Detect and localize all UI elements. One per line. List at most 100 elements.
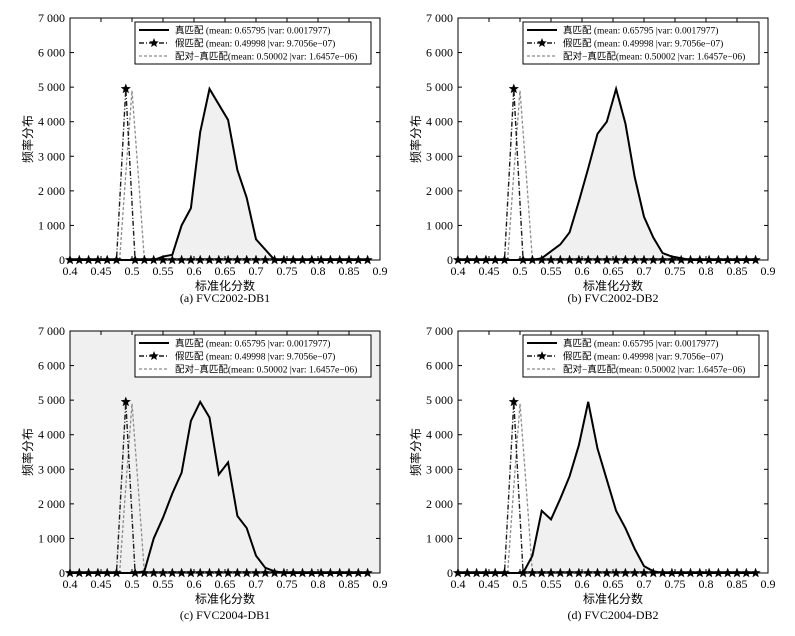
panel-caption: (c) FVC2004-DB1 xyxy=(180,608,270,622)
legend-entry: 假匹配 (mean: 0.49998 |var: 9.7056e−07) xyxy=(175,38,335,50)
legend-star-marker xyxy=(537,351,547,361)
star-marker xyxy=(325,254,336,265)
y-axis-label: 频率分布 xyxy=(408,428,423,476)
x-tick-label: 0.9 xyxy=(373,577,388,591)
y-tick-label: 3 000 xyxy=(426,149,453,163)
y-tick-label: 0 xyxy=(59,566,65,580)
star-marker xyxy=(92,567,104,578)
y-tick-label: 5 000 xyxy=(38,393,65,407)
legend: 真匹配 (mean: 0.65795 |var: 0.0017977)假匹配 (… xyxy=(134,334,372,378)
star-marker xyxy=(111,254,122,265)
y-tick-label: 1 000 xyxy=(426,218,453,232)
legend-entry: 配对−真匹配(mean: 0.50002 |var: 1.6457e−06) xyxy=(175,364,357,376)
legend-entry: 配对−真匹配(mean: 0.50002 |var: 1.6457e−06) xyxy=(563,51,745,63)
y-tick-label: 4 000 xyxy=(38,115,65,129)
star-marker xyxy=(250,254,262,265)
star-marker xyxy=(629,254,640,265)
chart-panel-2: 0.4 0.45 0.5 0.55 0.6 0.65 0.7 0.75 0.8 0.85 0.9 0 1… xyxy=(408,11,776,305)
legend-entry: 假匹配 (mean: 0.49998 |var: 9.7056e−07) xyxy=(175,351,335,363)
x-tick-label: 0.75 xyxy=(665,264,686,278)
star-marker xyxy=(139,254,150,265)
star-marker xyxy=(260,254,271,265)
star-marker xyxy=(343,254,355,265)
y-tick-label: 6 000 xyxy=(426,46,453,60)
x-tick-label: 0.45 xyxy=(91,577,112,591)
y-axis-label: 频率分布 xyxy=(20,115,35,163)
x-axis-label: 标准化分数 xyxy=(195,278,255,293)
star-marker xyxy=(195,567,206,578)
star-marker xyxy=(176,254,187,265)
star-marker xyxy=(536,254,547,265)
star-marker xyxy=(657,254,668,265)
x-tick-label: 0.75 xyxy=(665,577,686,591)
star-marker xyxy=(462,254,473,265)
star-marker xyxy=(297,254,308,265)
y-tick-label: 6 000 xyxy=(38,46,65,60)
x-tick-label: 0.85 xyxy=(339,264,360,278)
star-marker xyxy=(315,567,327,578)
star-marker xyxy=(638,254,650,265)
star-marker xyxy=(64,567,76,578)
star-marker xyxy=(555,567,566,578)
x-tick-label: 0.8 xyxy=(311,577,326,591)
y-tick-label: 3 000 xyxy=(38,149,65,163)
panel-caption: (d) FVC2004-DB2 xyxy=(567,608,658,622)
star-marker xyxy=(297,567,308,578)
star-marker xyxy=(362,254,373,265)
star-marker xyxy=(64,254,76,265)
star-marker xyxy=(167,254,178,265)
x-tick-label: 0.4 xyxy=(451,577,466,591)
x-axis-label: 标准化分数 xyxy=(583,278,643,293)
star-marker xyxy=(564,567,575,578)
star-marker xyxy=(573,254,585,265)
x-tick-label: 0.45 xyxy=(91,264,112,278)
star-marker xyxy=(213,254,224,265)
star-marker xyxy=(731,254,743,265)
x-tick-label: 0.9 xyxy=(761,577,776,591)
star-marker xyxy=(195,254,206,265)
star-marker xyxy=(232,567,243,578)
legend-entry: 假匹配 (mean: 0.49998 |var: 9.7056e−07) xyxy=(563,38,723,50)
legend: 真匹配 (mean: 0.65795 |var: 0.0017977)假匹配 (… xyxy=(134,21,372,65)
star-marker xyxy=(601,254,612,265)
y-tick-label: 7 000 xyxy=(38,11,65,25)
x-tick-label: 0.45 xyxy=(479,577,500,591)
star-marker xyxy=(629,567,640,578)
legend-entry: 配对−真匹配(mean: 0.50002 |var: 1.6457e−06) xyxy=(175,51,357,63)
star-marker xyxy=(241,254,252,265)
y-tick-label: 2 000 xyxy=(426,497,453,511)
star-marker xyxy=(185,567,197,578)
star-marker xyxy=(83,254,94,265)
chart-panel-4: 0.4 0.45 0.5 0.55 0.6 0.65 0.7 0.75 0.8 0.85 0.9 0 1… xyxy=(408,324,776,622)
legend-star-marker xyxy=(149,351,159,361)
star-marker xyxy=(601,567,612,578)
y-tick-label: 4 000 xyxy=(38,428,65,442)
star-marker xyxy=(148,254,159,265)
y-tick-label: 5 000 xyxy=(38,80,65,94)
legend-box xyxy=(134,334,372,378)
x-tick-label: 0.5 xyxy=(125,577,140,591)
x-tick-label: 0.8 xyxy=(699,577,714,591)
star-marker xyxy=(241,567,252,578)
star-marker xyxy=(157,567,169,578)
star-marker xyxy=(610,254,622,265)
star-marker xyxy=(213,567,224,578)
y-tick-label: 1 000 xyxy=(426,531,453,545)
legend: 真匹配 (mean: 0.65795 |var: 0.0017977)假匹配 (… xyxy=(522,334,760,378)
series-line-genuine xyxy=(70,399,368,574)
x-axis-label: 标准化分数 xyxy=(195,591,255,606)
star-marker xyxy=(471,567,482,578)
star-marker xyxy=(480,254,492,265)
x-tick-label: 0.75 xyxy=(277,264,298,278)
x-tick-label: 0.5 xyxy=(125,264,140,278)
star-marker xyxy=(731,567,743,578)
panel-caption: (a) FVC2002-DB1 xyxy=(180,291,270,305)
legend-entry: 假匹配 (mean: 0.49998 |var: 9.7056e−07) xyxy=(563,351,723,363)
star-marker xyxy=(676,567,687,578)
star-marker xyxy=(74,254,85,265)
star-marker xyxy=(288,254,299,265)
x-tick-label: 0.6 xyxy=(575,264,590,278)
star-marker xyxy=(527,254,538,265)
series-line-paired xyxy=(506,90,534,261)
star-marker xyxy=(620,254,631,265)
